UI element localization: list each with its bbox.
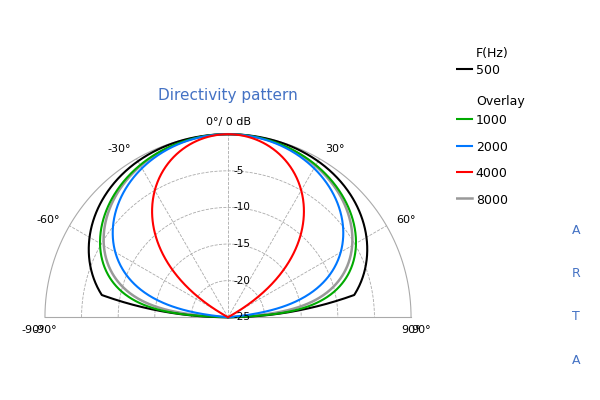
Text: R: R [572, 267, 580, 280]
Text: 1000: 1000 [476, 114, 508, 128]
Text: -30°: -30° [107, 144, 131, 154]
Text: -20: -20 [233, 276, 250, 286]
Text: 90°: 90° [401, 324, 421, 334]
Text: -90°: -90° [33, 324, 57, 334]
Text: 4000: 4000 [476, 167, 508, 180]
Text: A: A [572, 354, 580, 366]
Text: -25: -25 [233, 312, 250, 322]
Text: 500: 500 [476, 64, 500, 77]
Text: 60°: 60° [396, 215, 416, 225]
Text: -15: -15 [233, 239, 250, 249]
Text: -10: -10 [233, 202, 250, 212]
Text: Directivity pattern: Directivity pattern [158, 88, 298, 103]
Text: T: T [572, 310, 580, 323]
Text: Overlay: Overlay [476, 95, 524, 108]
Text: -60°: -60° [37, 215, 60, 225]
Text: 90°: 90° [411, 324, 431, 334]
Text: A: A [572, 224, 580, 237]
Text: F(Hz): F(Hz) [476, 47, 509, 60]
Text: 30°: 30° [325, 144, 344, 154]
Text: 2000: 2000 [476, 141, 508, 154]
Text: 8000: 8000 [476, 194, 508, 207]
Text: -5: -5 [233, 166, 244, 176]
Text: -90°: -90° [22, 324, 45, 334]
Text: 0°/ 0 dB: 0°/ 0 dB [205, 117, 251, 127]
